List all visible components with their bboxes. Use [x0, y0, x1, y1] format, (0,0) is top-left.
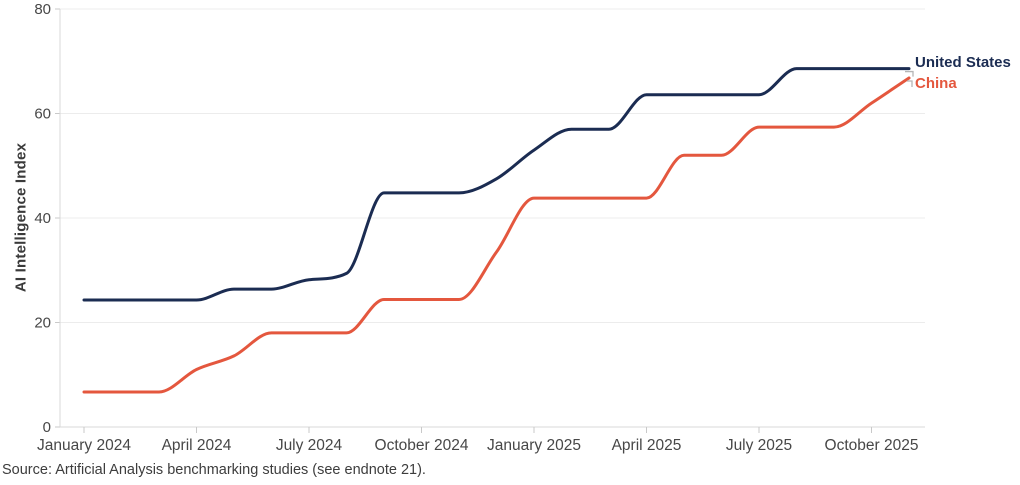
y-tick-label: 20: [34, 315, 51, 332]
y-tick-label: 80: [34, 1, 51, 18]
series-line-china: [82, 76, 911, 394]
series-line-united-states: [82, 67, 911, 302]
x-tick-label: July 2025: [726, 437, 792, 454]
legend-label-united-states: United States: [915, 54, 1011, 71]
x-tick-label: January 2024: [37, 437, 131, 454]
x-tick-label: October 2025: [825, 437, 919, 454]
y-tick-label: 60: [34, 106, 51, 123]
x-tick-label: January 2025: [487, 437, 581, 454]
x-tick-label: July 2024: [276, 437, 343, 454]
y-tick-label: 0: [43, 419, 51, 436]
line-chart: 0 20 40 60 80 January 2024 April 2024 July 2024…: [34, 1, 925, 454]
source-note: Source: Artificial Analysis benchmarking…: [2, 462, 426, 478]
legend-leader-united-states: [905, 70, 914, 77]
x-tick-label: April 2025: [612, 437, 682, 454]
y-axis-title: AI Intelligence Index: [12, 142, 30, 293]
legend-leader-china: [907, 80, 913, 87]
x-tick-label: April 2024: [162, 437, 232, 454]
x-tick-label: October 2024: [375, 437, 469, 454]
legend-label-china: China: [915, 75, 957, 92]
y-tick-label: 40: [34, 210, 51, 227]
